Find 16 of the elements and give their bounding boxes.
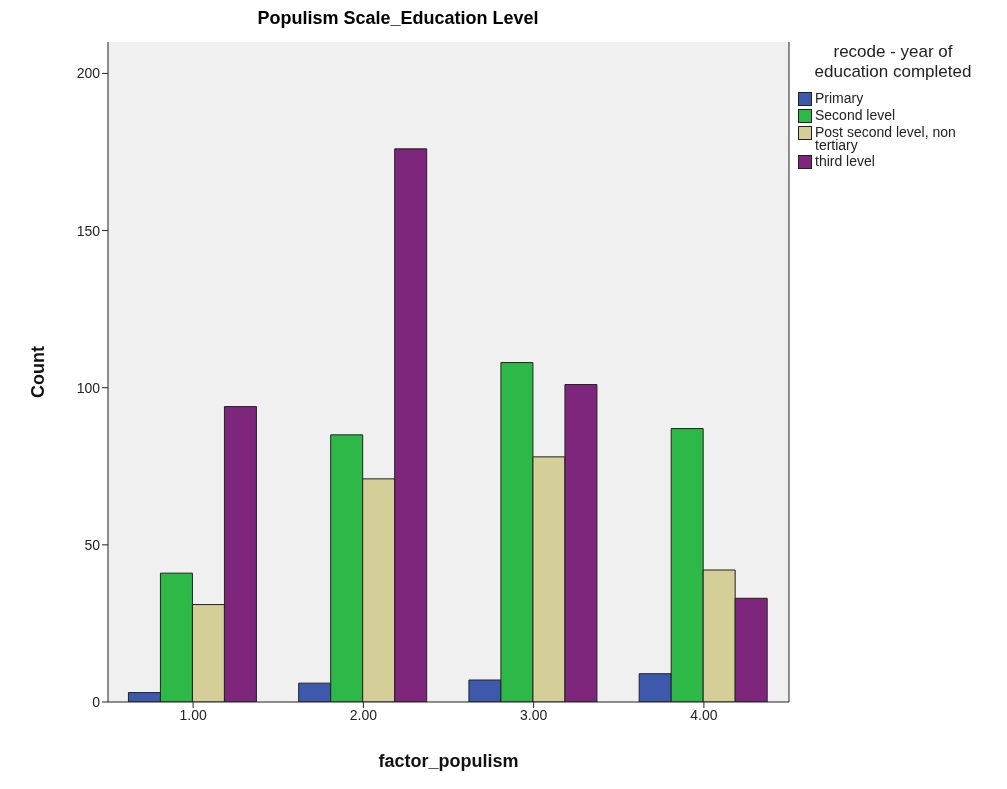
y-tick-label: 50 [84,536,101,553]
x-axis-title: factor_populism [378,751,519,771]
y-tick-label: 200 [76,65,101,82]
y-tick-label: 150 [76,222,101,239]
y-tick-label: 100 [76,379,101,396]
legend-label: Second level [815,107,896,123]
legend-title: recode - year of education completed [813,42,973,82]
legend-label: Primary [815,90,864,106]
y-tick-label: 0 [92,693,101,710]
x-tick-label: 3.00 [520,706,548,723]
x-tick-label: 1.00 [179,706,207,723]
y-axis-title: Count [28,346,49,398]
x-tick-label: 2.00 [349,706,378,723]
legend-label: third level [815,153,875,169]
chart-title: Populism Scale_Education Level [256,8,540,30]
x-tick-label: 4.00 [690,706,718,723]
